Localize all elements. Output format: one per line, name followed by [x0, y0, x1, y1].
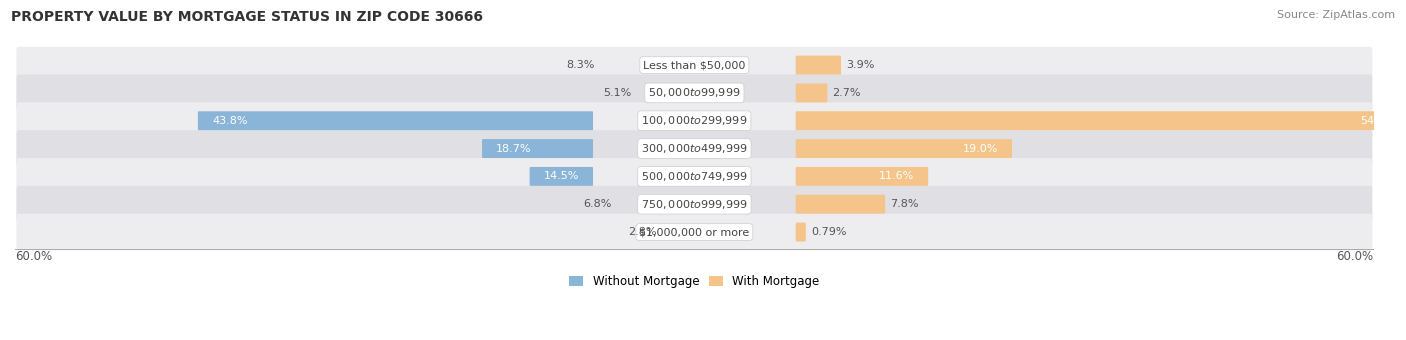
- FancyBboxPatch shape: [796, 56, 841, 74]
- Text: $500,000 to $749,999: $500,000 to $749,999: [641, 170, 748, 183]
- FancyBboxPatch shape: [796, 83, 827, 102]
- FancyBboxPatch shape: [796, 223, 806, 241]
- Text: 54.1%: 54.1%: [1360, 116, 1395, 126]
- FancyBboxPatch shape: [530, 167, 593, 186]
- FancyBboxPatch shape: [17, 102, 1372, 139]
- FancyBboxPatch shape: [17, 130, 1372, 167]
- Text: 5.1%: 5.1%: [603, 88, 631, 98]
- Text: $300,000 to $499,999: $300,000 to $499,999: [641, 142, 748, 155]
- Text: 18.7%: 18.7%: [496, 143, 531, 154]
- Text: $750,000 to $999,999: $750,000 to $999,999: [641, 198, 748, 211]
- Text: 8.3%: 8.3%: [567, 60, 595, 70]
- Text: PROPERTY VALUE BY MORTGAGE STATUS IN ZIP CODE 30666: PROPERTY VALUE BY MORTGAGE STATUS IN ZIP…: [11, 10, 484, 24]
- FancyBboxPatch shape: [198, 111, 593, 130]
- FancyBboxPatch shape: [17, 158, 1372, 195]
- Text: Less than $50,000: Less than $50,000: [643, 60, 745, 70]
- FancyBboxPatch shape: [796, 111, 1406, 130]
- Text: $1,000,000 or more: $1,000,000 or more: [640, 227, 749, 237]
- FancyBboxPatch shape: [796, 195, 886, 214]
- Text: 2.8%: 2.8%: [628, 227, 657, 237]
- Text: 60.0%: 60.0%: [15, 250, 52, 262]
- Text: 0.79%: 0.79%: [811, 227, 846, 237]
- Text: Source: ZipAtlas.com: Source: ZipAtlas.com: [1277, 10, 1395, 20]
- Text: 7.8%: 7.8%: [890, 199, 918, 209]
- Text: 6.8%: 6.8%: [583, 199, 612, 209]
- FancyBboxPatch shape: [796, 139, 1012, 158]
- Legend: Without Mortgage, With Mortgage: Without Mortgage, With Mortgage: [564, 270, 824, 293]
- Text: 43.8%: 43.8%: [212, 116, 247, 126]
- FancyBboxPatch shape: [17, 47, 1372, 83]
- FancyBboxPatch shape: [17, 74, 1372, 111]
- Text: 11.6%: 11.6%: [879, 171, 914, 181]
- Text: 19.0%: 19.0%: [963, 143, 998, 154]
- FancyBboxPatch shape: [17, 214, 1372, 250]
- Text: 14.5%: 14.5%: [544, 171, 579, 181]
- Text: 60.0%: 60.0%: [1337, 250, 1374, 262]
- Text: $100,000 to $299,999: $100,000 to $299,999: [641, 114, 748, 127]
- Text: 3.9%: 3.9%: [846, 60, 875, 70]
- FancyBboxPatch shape: [17, 186, 1372, 223]
- FancyBboxPatch shape: [482, 139, 593, 158]
- Text: $50,000 to $99,999: $50,000 to $99,999: [648, 86, 741, 99]
- Text: 2.7%: 2.7%: [832, 88, 860, 98]
- FancyBboxPatch shape: [796, 167, 928, 186]
